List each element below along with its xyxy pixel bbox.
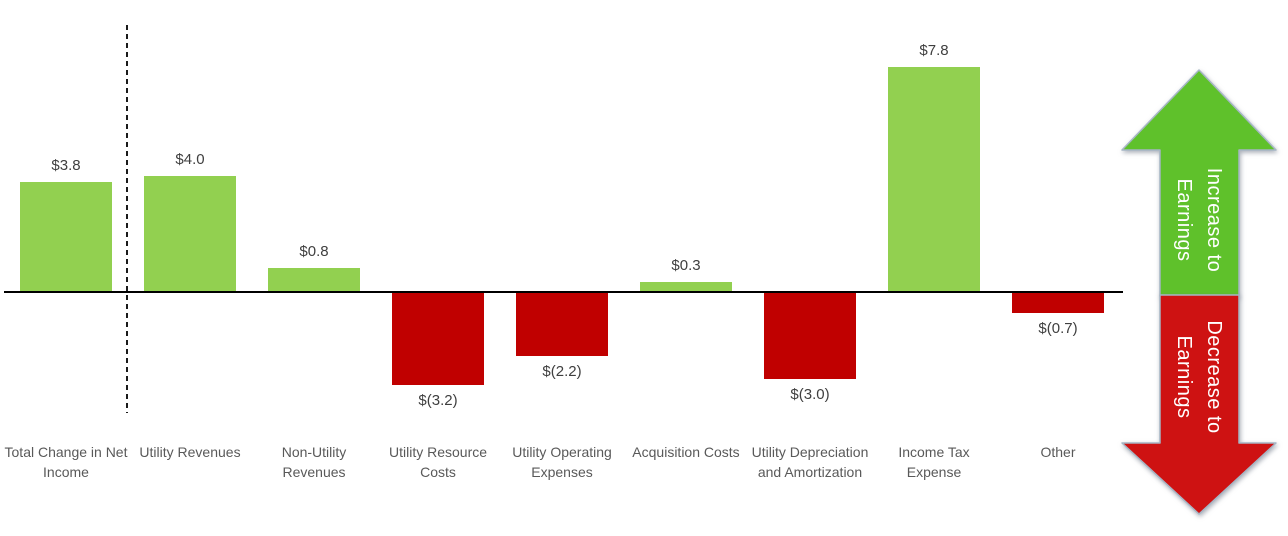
- category-label: Utility Operating Expenses: [512, 444, 612, 480]
- bar-positive: [888, 67, 980, 291]
- bar-value-label: $(3.0): [790, 386, 830, 403]
- category-label: Acquisition Costs: [632, 444, 740, 460]
- bar-negative: [516, 293, 608, 356]
- category-label: Total Change in Net Income: [4, 444, 128, 480]
- category-label: Utility Revenues: [139, 444, 241, 460]
- category-label: Utility Depreciation and Amortization: [751, 444, 869, 480]
- bar-positive: [640, 282, 732, 291]
- category-label: Non-Utility Revenues: [281, 444, 347, 480]
- baseline-separator-line: [126, 25, 128, 413]
- bar-negative: [764, 293, 856, 379]
- bar-value-label: $(2.2): [542, 363, 582, 380]
- category-label: Utility Resource Costs: [388, 444, 488, 480]
- bar-value-label: $4.0: [175, 151, 205, 168]
- category-label: Income Tax Expense: [898, 444, 970, 480]
- decrease-arrow-label-line2: Earnings: [1173, 335, 1195, 419]
- decrease-arrow-label-line1: Decrease to: [1203, 320, 1225, 434]
- bar-value-label: $3.8: [51, 157, 81, 174]
- decrease-arrow-label: Decrease to Earnings: [1167, 267, 1231, 487]
- down-arrow-icon: [1121, 294, 1277, 515]
- bar-negative: [1012, 293, 1104, 313]
- bar-positive: [268, 268, 360, 291]
- bar-negative: [392, 293, 484, 385]
- bar-value-label: $0.8: [299, 243, 329, 260]
- bar-positive: [20, 182, 112, 291]
- bar-value-label: $(3.2): [418, 392, 458, 409]
- bar-value-label: $(0.7): [1038, 320, 1078, 337]
- category-label: Other: [1040, 444, 1076, 460]
- zero-axis-line: [4, 291, 1123, 293]
- bar-value-label: $0.3: [671, 257, 701, 274]
- decrease-arrow-shape: [1121, 294, 1277, 515]
- bar-value-label: $7.8: [919, 42, 949, 59]
- bar-positive: [144, 176, 236, 291]
